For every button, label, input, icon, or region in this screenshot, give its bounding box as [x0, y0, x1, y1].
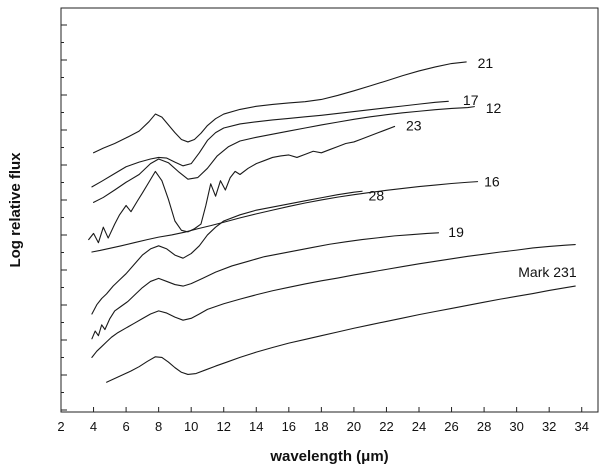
- y-axis-ticks: [61, 24, 67, 411]
- series-lines: [88, 61, 576, 383]
- series-label: 23: [406, 118, 422, 134]
- x-tick-label: 30: [509, 419, 523, 434]
- x-tick-label: 22: [379, 419, 393, 434]
- series-label: 12: [486, 100, 502, 116]
- x-tick-label: 16: [282, 419, 296, 434]
- series-line-16: [91, 181, 479, 253]
- x-tick-label: 6: [122, 419, 129, 434]
- x-tick-label: 8: [155, 419, 162, 434]
- series-label: 16: [484, 174, 500, 190]
- x-tick-label: 18: [314, 419, 328, 434]
- x-tick-label: 32: [542, 419, 556, 434]
- series-label: 17: [463, 92, 479, 108]
- series-label: 21: [478, 55, 494, 71]
- series-line-unlabeled: [106, 285, 576, 383]
- series-label: 19: [448, 224, 464, 240]
- x-tick-label: 4: [90, 419, 97, 434]
- x-tick-label: 2: [57, 419, 64, 434]
- series-line-21: [93, 61, 467, 154]
- series-label: Mark 231: [518, 264, 577, 280]
- x-tick-label: 14: [249, 419, 263, 434]
- series-label: 28: [369, 187, 385, 203]
- x-tick-label: 10: [184, 419, 198, 434]
- x-tick-label: 34: [574, 419, 588, 434]
- series-line-12: [93, 106, 475, 203]
- x-tick-label: 28: [477, 419, 491, 434]
- y-axis-title: Log relative flux: [7, 152, 24, 268]
- series-line-mark-231: [91, 244, 576, 358]
- series-line-28: [91, 190, 363, 315]
- series-line-23: [88, 125, 396, 244]
- x-tick-label: 20: [347, 419, 361, 434]
- x-tick-label: 24: [412, 419, 426, 434]
- series-line-19: [91, 232, 440, 340]
- x-tick-label: 12: [216, 419, 230, 434]
- x-axis-ticks: 2 4 6 8 10 12 14 16 18 20 22 24 26 28 30 32 34: [57, 407, 589, 434]
- plot-frame: [60, 7, 599, 413]
- x-axis-title: wavelength (μm): [269, 448, 388, 465]
- x-tick-label: 26: [444, 419, 458, 434]
- series-line-17: [91, 100, 449, 188]
- series-labels: 21 17 12 23 16 28 19 Mark 231: [369, 55, 577, 280]
